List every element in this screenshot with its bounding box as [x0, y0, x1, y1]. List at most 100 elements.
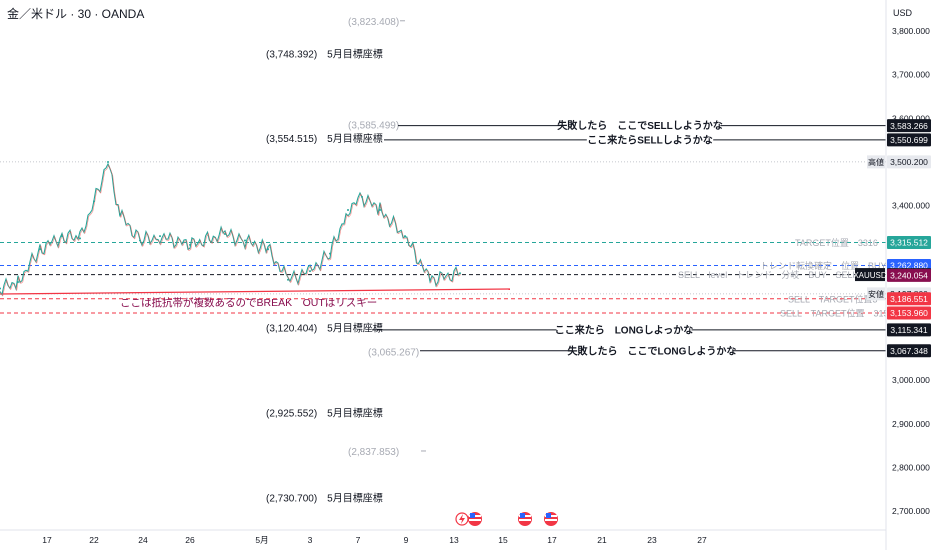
price-labels-layer: 3,583.266 3,550.699 3,500.200 3,315.512 3,26… — [853, 119, 931, 358]
scenario-label-bg — [571, 343, 733, 357]
x-tick-label: 17 — [42, 535, 52, 545]
price-series-layer — [0, 160, 461, 297]
price-point — [459, 272, 461, 275]
price-point — [379, 208, 381, 211]
price-tag-box — [855, 268, 885, 282]
us-flag-icon[interactable] — [518, 512, 532, 526]
level-line-label: SELL level トレンド 分岐 BUY SELL — [678, 269, 858, 280]
price-point — [189, 243, 191, 246]
price-point — [329, 252, 331, 255]
price-label: 3,550.699 — [890, 135, 928, 145]
x-tick-labels: 17 22 24 26 5月 3 7 9 13 15 17 21 23 27 — [42, 535, 707, 545]
price-label: 3,500.200 — [890, 157, 928, 167]
target-annotation: (3,120.404) 5月目標座標 — [266, 322, 383, 335]
target-annotation: (3,585.499) — [348, 121, 399, 132]
price-point — [159, 235, 161, 238]
x-tick-label: 7 — [356, 535, 361, 545]
target-annotation: (3,554.515) 5月目標座標 — [266, 132, 383, 145]
y-tick-label: 2,800.000 — [892, 463, 930, 473]
price-label: 3,240.054 — [890, 271, 928, 281]
scenario-label: 失敗したら ここでSELLしようかな — [557, 119, 723, 132]
target-annotation: (2,925.552) 5月目標座標 — [266, 407, 383, 420]
price-label-box — [887, 306, 931, 320]
x-tick-label: 3 — [308, 535, 313, 545]
x-tick-label: 22 — [89, 535, 99, 545]
level-line-label: TARGET位置 3316 — [795, 237, 878, 248]
x-tick-label: 21 — [597, 535, 607, 545]
price-point — [244, 239, 246, 242]
scenario-label-bg — [586, 132, 714, 146]
grid-layer — [0, 161, 886, 295]
price-point — [61, 235, 63, 238]
price-point — [119, 213, 121, 216]
x-tick-label: 27 — [697, 535, 707, 545]
price-tag-box — [867, 155, 885, 169]
y-tick-label: 3,600.000 — [892, 113, 930, 123]
y-tick-label: 3,800.000 — [892, 26, 930, 36]
event-icons[interactable] — [455, 512, 558, 526]
y-tick-label: 2,700.000 — [892, 506, 930, 516]
resistance-trendline[interactable] — [0, 288, 511, 295]
target-annotation: (3,748.392) 5月目標座標 — [266, 48, 383, 61]
target-annotation: (3,823.408) — [348, 17, 399, 28]
x-tick-label: 26 — [185, 535, 195, 545]
price-label: 3,067.348 — [890, 346, 928, 356]
price-label-box — [887, 323, 931, 337]
trendline-layer: ここは抵抗帯が複数あるのでBREAK OUTはリスキー — [0, 288, 511, 309]
price-point — [309, 270, 311, 273]
target-annotation: (2,730.700) 5月目標座標 — [266, 492, 383, 505]
level-line-label: SELL TARGET位置 3153 — [780, 307, 894, 318]
price-point — [404, 235, 406, 238]
us-flag-icon[interactable] — [544, 512, 558, 526]
price-tag: 安値 — [868, 289, 884, 299]
price-label: 3,583.266 — [890, 121, 928, 131]
price-label-box — [887, 292, 931, 306]
y-tick-labels: 3,800.000 3,700.000 3,600.000 3,400.000 3,00… — [892, 26, 930, 516]
price-point — [107, 160, 109, 163]
level-line-label: トレンド転換確定 位置 BUY — [760, 260, 887, 271]
price-point — [287, 278, 289, 281]
price-point — [17, 280, 19, 283]
y-tick-label: 3,700.000 — [892, 70, 930, 80]
price-point — [429, 278, 431, 281]
scenario-label-bg — [556, 322, 692, 336]
y-tick-label: 3,400.000 — [892, 201, 930, 211]
price-label: 3,315.512 — [890, 238, 928, 248]
chart-title: 金／米ドル · 30 · OANDA — [7, 6, 144, 21]
x-tick-label: 9 — [404, 535, 409, 545]
level-line-label: SELL TARGET位置3 — [788, 293, 878, 304]
y-tick-label: 3,000.000 — [892, 375, 930, 385]
x-tick-label: 13 — [449, 535, 459, 545]
x-tick-label: 24 — [138, 535, 148, 545]
price-tag-box — [867, 287, 885, 301]
price-label: 3,186.551 — [890, 294, 928, 304]
target-annotation: (3,065.267) — [368, 348, 419, 359]
y-tick-label: 2,900.000 — [892, 419, 930, 429]
price-point — [0, 287, 1, 290]
price-label-box — [887, 235, 931, 249]
trendline-note: ここは抵抗帯が複数あるのでBREAK OUTはリスキー — [120, 296, 377, 309]
price-point — [139, 239, 141, 242]
price-label-box — [887, 119, 931, 133]
target-annotation: (2,837.853) — [348, 447, 399, 458]
price-point — [79, 237, 81, 240]
price-point — [93, 200, 95, 203]
price-label: 3,153.960 — [890, 308, 928, 318]
price-point — [224, 232, 226, 235]
price-tag: 高値 — [868, 157, 884, 167]
price-label-box — [887, 344, 931, 358]
x-tick-label: 5月 — [255, 535, 268, 545]
x-tick-label: 15 — [498, 535, 508, 545]
price-label-box — [887, 133, 931, 147]
price-label: 3,262.880 — [890, 261, 928, 271]
price-label-box — [887, 155, 931, 169]
price-tag: XAUUSD — [853, 271, 887, 280]
price-point — [267, 248, 269, 251]
scenario-label-bg — [559, 118, 721, 132]
flash-glyph-icon — [459, 514, 465, 524]
price-point — [39, 248, 41, 251]
us-flag-icon[interactable] — [468, 512, 482, 526]
